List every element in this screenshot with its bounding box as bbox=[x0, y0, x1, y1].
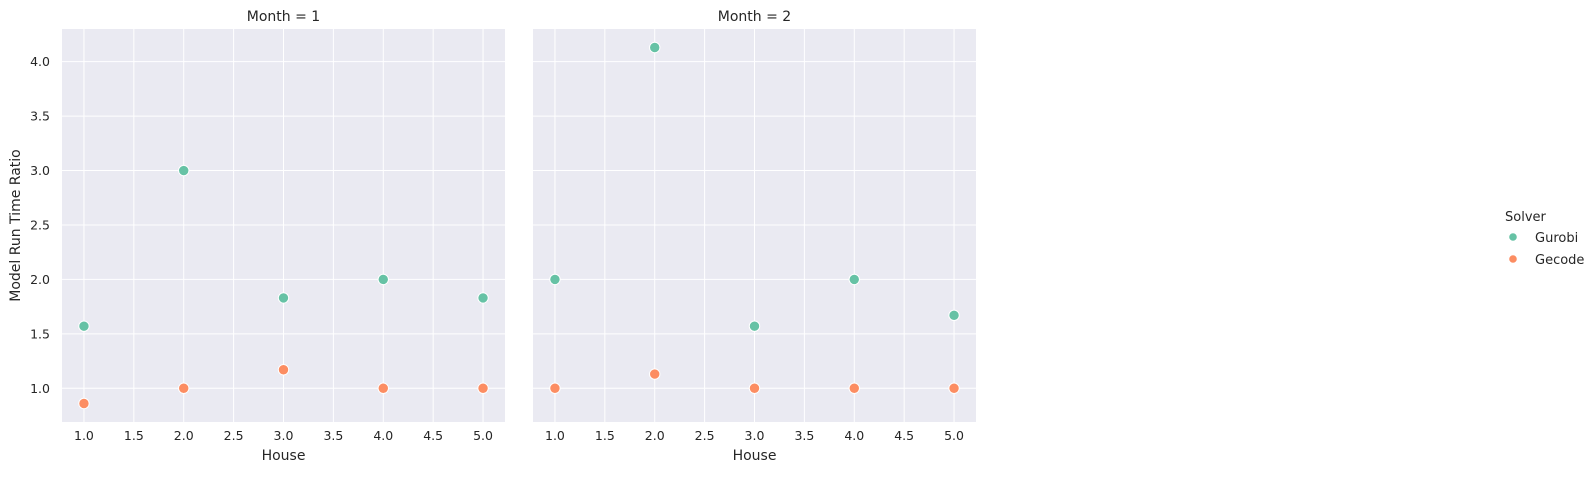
legend: Solver Gurobi Gecode bbox=[1505, 210, 1584, 268]
data-point-gecode bbox=[477, 382, 489, 394]
y-tick-label: 1.5 bbox=[30, 326, 50, 341]
x-axis-label: House bbox=[262, 448, 306, 464]
x-tick-label: 5.0 bbox=[944, 428, 964, 443]
y-tick-label: 4.0 bbox=[30, 54, 50, 69]
facet-title: Month = 2 bbox=[718, 9, 791, 25]
x-tick-label: 1.5 bbox=[124, 428, 144, 443]
x-tick-label: 4.0 bbox=[844, 428, 864, 443]
facet-title: Month = 1 bbox=[247, 9, 320, 25]
data-point-gurobi bbox=[748, 320, 761, 332]
data-point-gecode bbox=[848, 382, 860, 394]
legend-title: Solver bbox=[1505, 210, 1547, 225]
y-tick-label: 1.0 bbox=[30, 381, 50, 396]
x-axis-label: House bbox=[733, 448, 777, 464]
data-point-gurobi bbox=[848, 273, 860, 286]
data-point-gurobi bbox=[948, 309, 960, 322]
y-tick-label: 3.0 bbox=[30, 163, 50, 178]
x-tick-label: 4.5 bbox=[894, 428, 914, 443]
data-point-gurobi bbox=[78, 320, 90, 332]
data-point-gurobi bbox=[377, 273, 389, 286]
x-tick-label: 1.0 bbox=[74, 428, 94, 443]
y-tick-label: 2.5 bbox=[30, 217, 50, 232]
x-tick-label: 2.5 bbox=[695, 428, 715, 443]
data-point-gecode bbox=[277, 364, 290, 376]
x-tick-label: 3.0 bbox=[274, 428, 294, 443]
data-point-gecode bbox=[178, 382, 190, 394]
data-point-gurobi bbox=[178, 164, 190, 177]
legend-marker-gurobi bbox=[1508, 232, 1518, 242]
x-tick-label: 3.0 bbox=[745, 428, 765, 443]
y-axis-label: Model Run Time Ratio bbox=[8, 149, 24, 301]
data-point-gecode bbox=[377, 382, 389, 394]
data-point-gecode bbox=[78, 397, 90, 410]
facet-panel-2: 1.0 1.5 2.0 2.5 3.0 3.5 4.0 4.5 5.0 Month = 2 Hous… bbox=[533, 9, 976, 464]
legend-label-gurobi: Gurobi bbox=[1535, 231, 1578, 246]
data-point-gurobi bbox=[549, 273, 561, 286]
data-point-gurobi bbox=[649, 41, 661, 54]
data-point-gurobi bbox=[277, 292, 290, 304]
facet-panel-1: 1.0 1.5 2.0 2.5 3.0 3.5 4.0 4.5 5.0 1.0 1.5 2.0 2.5 3… bbox=[8, 9, 505, 464]
data-point-gecode bbox=[549, 382, 561, 394]
x-tick-label: 1.0 bbox=[545, 428, 565, 443]
data-point-gecode bbox=[649, 368, 661, 380]
x-tick-label: 1.5 bbox=[595, 428, 615, 443]
x-tick-label: 4.0 bbox=[373, 428, 393, 443]
y-tick-label: 2.0 bbox=[30, 272, 50, 287]
data-point-gurobi bbox=[477, 292, 489, 304]
x-tick-label: 2.0 bbox=[645, 428, 665, 443]
facet-panels: 1.0 1.5 2.0 2.5 3.0 3.5 4.0 4.5 5.0 1.0 1.5 2.0 2.5 3… bbox=[8, 9, 976, 464]
legend-marker-gecode bbox=[1508, 254, 1518, 264]
x-tick-label: 4.5 bbox=[423, 428, 443, 443]
data-point-gecode bbox=[748, 382, 761, 394]
x-tick-label: 3.5 bbox=[323, 428, 343, 443]
x-tick-label: 2.5 bbox=[224, 428, 244, 443]
x-tick-label: 3.5 bbox=[794, 428, 814, 443]
y-tick-label: 3.5 bbox=[30, 109, 50, 124]
x-tick-label: 2.0 bbox=[174, 428, 194, 443]
legend-label-gecode: Gecode bbox=[1535, 253, 1584, 268]
x-tick-label: 5.0 bbox=[473, 428, 493, 443]
data-point-gecode bbox=[948, 382, 960, 394]
